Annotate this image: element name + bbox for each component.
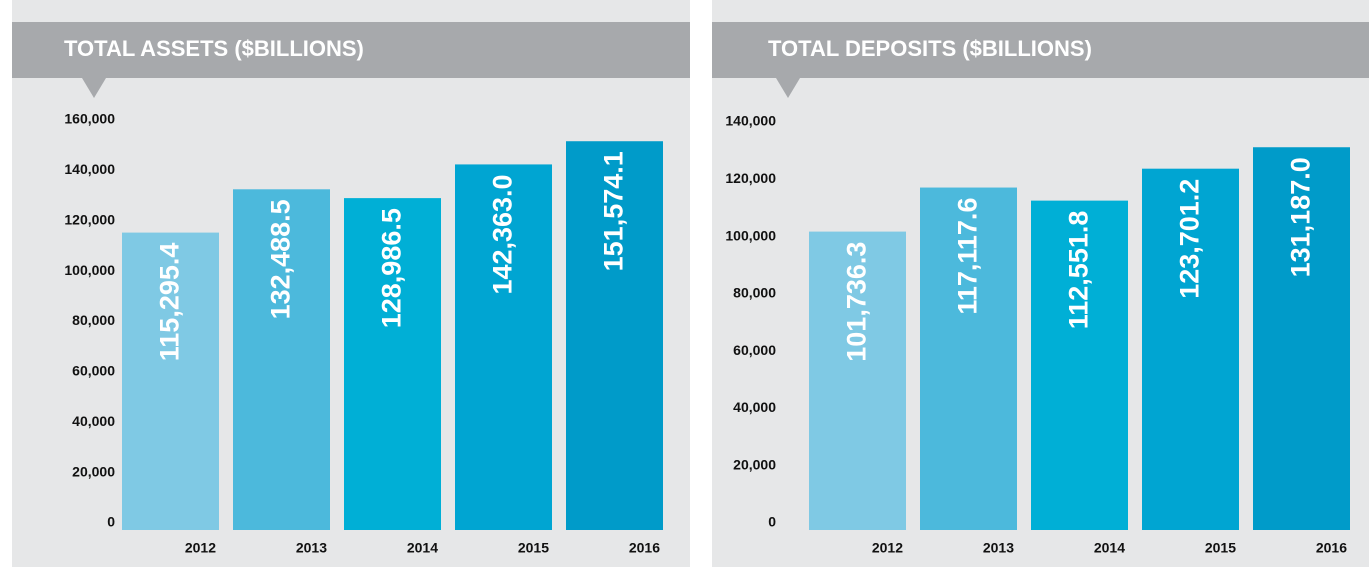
y-tick-label: 100,000: [725, 227, 776, 243]
x-tick-label: 2013: [983, 540, 1014, 556]
y-tick-label: 140,000: [725, 113, 776, 129]
bar: [122, 232, 219, 530]
y-tick-label: 60,000: [733, 342, 776, 358]
y-tick-label: 120,000: [64, 211, 115, 227]
value-label: 115,295.4: [155, 243, 185, 362]
x-tick-label: 2014: [407, 540, 438, 556]
header-notch: [82, 78, 106, 98]
x-tick-label: 2014: [1094, 540, 1125, 556]
y-tick-label: 40,000: [733, 399, 776, 415]
chart-title: TOTAL DEPOSITS ($BILLIONS): [768, 36, 1092, 61]
x-tick-label: 2016: [629, 540, 660, 556]
value-label: 132,488.5: [266, 199, 296, 319]
y-tick-label: 80,000: [72, 312, 115, 328]
value-label: 112,551.8: [1064, 211, 1094, 330]
bar: [920, 187, 1017, 530]
x-tick-label: 2015: [1205, 540, 1236, 556]
y-tick-label: 140,000: [64, 161, 115, 177]
bar: [1031, 200, 1128, 530]
bar: [233, 189, 330, 530]
value-label: 142,363.0: [488, 174, 518, 294]
value-label: 151,574.1: [599, 151, 629, 271]
bar: [566, 141, 663, 531]
x-tick-label: 2015: [518, 540, 549, 556]
y-tick-label: 0: [768, 514, 776, 530]
x-tick-label: 2013: [296, 540, 327, 556]
bar: [455, 164, 552, 530]
y-tick-label: 160,000: [64, 111, 115, 127]
bar: [1142, 168, 1239, 530]
bar: [344, 198, 441, 531]
y-tick-label: 40,000: [72, 413, 115, 429]
value-label: 101,736.3: [842, 242, 872, 362]
value-label: 117,117.6: [953, 198, 983, 315]
chart-title: TOTAL ASSETS ($BILLIONS): [64, 36, 364, 61]
y-tick-label: 100,000: [64, 262, 115, 278]
header-notch: [776, 78, 800, 98]
y-tick-label: 60,000: [72, 363, 115, 379]
header-band: [712, 22, 1369, 78]
value-label: 128,986.5: [377, 208, 407, 328]
bar: [1253, 147, 1350, 530]
y-tick-label: 0: [107, 514, 115, 530]
y-tick-label: 20,000: [733, 456, 776, 472]
value-label: 123,701.2: [1175, 179, 1205, 299]
value-label: 131,187.0: [1286, 157, 1316, 277]
y-tick-label: 80,000: [733, 285, 776, 301]
bar: [809, 231, 906, 530]
header-band: [12, 22, 690, 78]
x-tick-label: 2012: [872, 540, 903, 556]
x-tick-label: 2012: [185, 540, 216, 556]
y-tick-label: 20,000: [72, 463, 115, 479]
x-tick-label: 2016: [1316, 540, 1347, 556]
y-tick-label: 120,000: [725, 170, 776, 186]
